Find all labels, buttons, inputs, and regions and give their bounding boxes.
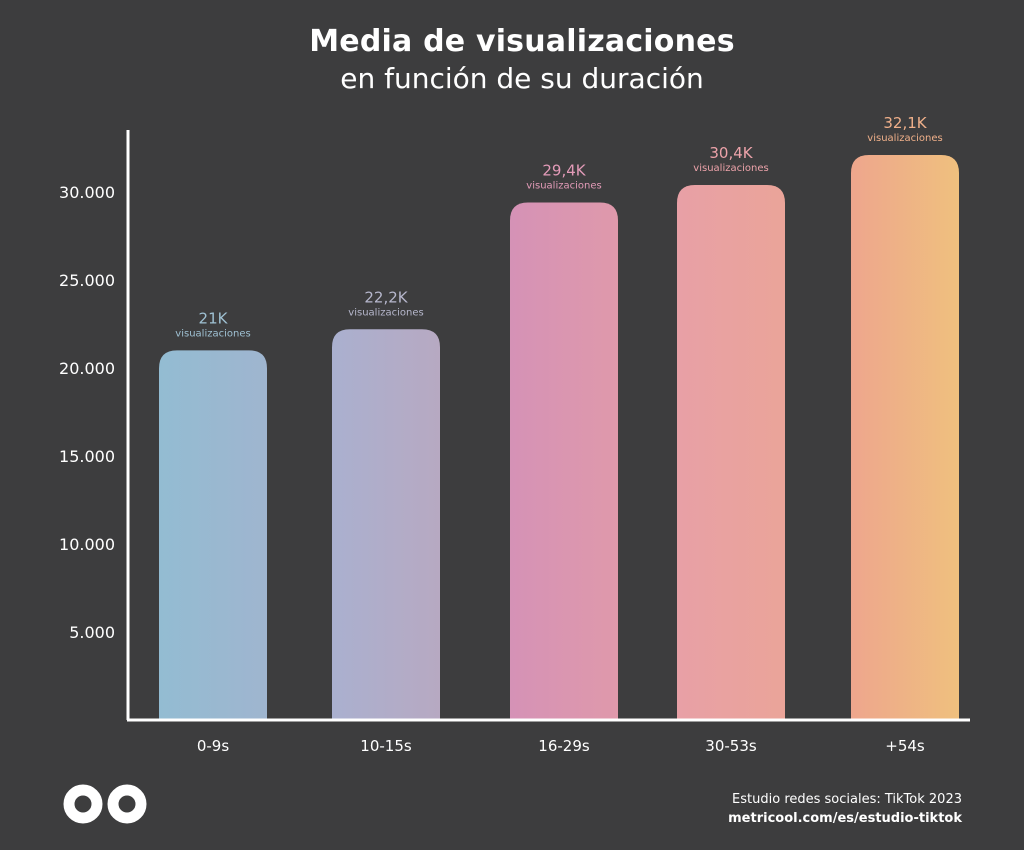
y-tick-label: 5.000 — [69, 623, 115, 642]
footer-source: Estudio redes sociales: TikTok 2023 — [732, 792, 962, 807]
infinity-logo-icon — [63, 784, 147, 824]
y-tick-label: 15.000 — [59, 447, 115, 466]
x-tick-label: +54s — [885, 737, 925, 755]
y-tick-label: 20.000 — [59, 359, 115, 378]
footer: Estudio redes sociales: TikTok 2023 metr… — [728, 790, 962, 828]
bar-16-29s — [510, 202, 618, 720]
bar-unit-label: visualizaciones — [867, 133, 942, 144]
y-tick-label: 10.000 — [59, 535, 115, 554]
bar-unit-label: visualizaciones — [175, 328, 250, 339]
bar-0-9s — [159, 350, 267, 720]
x-tick-label: 10-15s — [360, 737, 412, 755]
bar-value-label: 32,1K — [883, 114, 927, 132]
bar-chart: 5.00010.00015.00020.00025.00030.00021Kvi… — [59, 114, 970, 755]
bar-unit-label: visualizaciones — [526, 181, 601, 192]
chart-title: Media de visualizaciones — [309, 24, 735, 59]
bar-10-15s — [332, 329, 440, 720]
y-tick-label: 30.000 — [59, 183, 115, 202]
x-tick-label: 0-9s — [197, 737, 229, 755]
bar-value-label: 22,2K — [364, 288, 408, 306]
x-tick-label: 16-29s — [538, 737, 590, 755]
x-tick-label: 30-53s — [705, 737, 757, 755]
footer-url[interactable]: metricool.com/es/estudio-tiktok — [728, 811, 962, 826]
chart-subtitle: en función de su duración — [340, 62, 704, 95]
bar-value-label: 29,4K — [542, 162, 586, 180]
bar-+54s — [851, 155, 959, 721]
bar-unit-label: visualizaciones — [693, 163, 768, 174]
bar-value-label: 21K — [199, 309, 229, 327]
y-tick-label: 25.000 — [59, 271, 115, 290]
bar-30-53s — [677, 184, 785, 720]
bar-unit-label: visualizaciones — [348, 307, 423, 318]
bar-value-label: 30,4K — [709, 144, 753, 162]
